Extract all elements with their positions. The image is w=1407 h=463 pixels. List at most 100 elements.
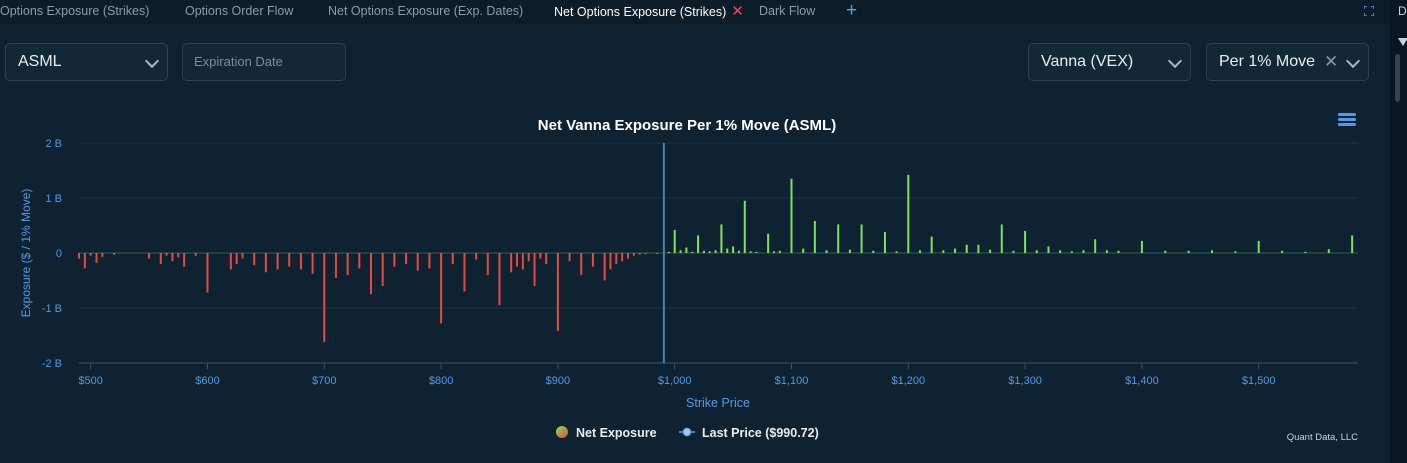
bar <box>1117 250 1120 253</box>
bar <box>743 200 746 253</box>
expiration-date-input[interactable]: Expiration Date <box>182 43 346 81</box>
y-tick-label: -1 B <box>42 303 62 315</box>
bar <box>726 248 729 253</box>
scrollbar[interactable] <box>1395 54 1400 102</box>
bar <box>802 248 805 253</box>
x-tick-label: $1,000 <box>658 375 692 387</box>
bar <box>691 251 694 253</box>
ticker-select[interactable]: ASML <box>5 43 168 81</box>
tab-net-options-exposure-strikes[interactable]: Net Options Exposure (Strikes) ✕ <box>554 0 744 24</box>
x-tick-label: $700 <box>312 375 336 387</box>
y-tick-label: 1 B <box>45 193 62 205</box>
tab-net-options-exposure-exp-dates[interactable]: Net Options Exposure (Exp. Dates) <box>328 4 524 18</box>
bar <box>440 253 443 324</box>
bar <box>685 247 688 253</box>
bar <box>510 253 513 273</box>
bar <box>165 253 168 256</box>
bar <box>568 253 571 262</box>
bar <box>323 253 326 343</box>
bar <box>113 253 116 255</box>
move-select[interactable]: Per 1% Move ✕ <box>1206 43 1369 81</box>
bar <box>95 253 98 263</box>
y-axis-label: Exposure ($ / 1% Move) <box>19 189 33 318</box>
bar <box>264 253 267 273</box>
tab-dark-flow[interactable]: Dark Flow <box>759 4 816 18</box>
clear-icon[interactable]: ✕ <box>1324 52 1339 71</box>
x-tick-label: $500 <box>78 375 102 387</box>
x-tick-label: $1,400 <box>1125 375 1159 387</box>
tab-label: Net Options Exposure (Strikes) <box>554 5 727 19</box>
bar <box>556 253 559 332</box>
bar <box>609 253 612 270</box>
bar <box>241 253 244 259</box>
bar <box>907 174 910 253</box>
bar <box>1047 246 1050 253</box>
bar <box>486 253 489 275</box>
bar <box>767 233 770 253</box>
bar <box>451 253 454 264</box>
bar <box>183 253 186 267</box>
bar <box>954 248 957 253</box>
y-tick-label: 2 B <box>45 138 62 150</box>
bar <box>989 249 992 253</box>
bar <box>942 250 945 253</box>
bar <box>918 250 921 253</box>
x-tick-label: $1,300 <box>1008 375 1042 387</box>
bar <box>253 253 256 266</box>
bars <box>78 174 1358 343</box>
bar <box>288 253 291 267</box>
bar <box>656 253 659 254</box>
bar <box>177 253 180 258</box>
bar <box>89 253 92 256</box>
greek-select[interactable]: Vanna (VEX) <box>1028 43 1191 81</box>
bar <box>405 253 408 264</box>
bar <box>276 253 279 270</box>
bar <box>860 224 863 253</box>
bar <box>591 253 594 267</box>
bar <box>1234 251 1237 253</box>
ticker-value: ASML <box>18 53 62 70</box>
tab-close-icon[interactable]: ✕ <box>731 3 744 20</box>
bar <box>1094 239 1097 253</box>
bar <box>533 253 536 286</box>
bar <box>679 250 682 253</box>
right-side-panel: Da <box>1390 0 1407 463</box>
bar <box>381 253 384 286</box>
bar <box>1105 250 1108 253</box>
tab-bar: Options Exposure (Strikes) Options Order… <box>0 0 1390 24</box>
bar <box>1059 250 1062 253</box>
filter-icon[interactable] <box>1398 38 1407 46</box>
x-axis: $500 $600 $700 $800 $900 $1,000 $1,100 $1,200 $1… <box>78 363 1276 387</box>
bar <box>1140 240 1143 253</box>
bar <box>615 253 618 264</box>
bar <box>702 250 705 253</box>
bar <box>545 253 548 264</box>
bar <box>1012 250 1015 253</box>
bar <box>632 253 635 256</box>
bar <box>498 253 501 306</box>
bar <box>1351 235 1354 253</box>
bar <box>737 250 740 253</box>
bar <box>790 178 793 253</box>
bar <box>837 224 840 253</box>
bar <box>732 246 735 253</box>
bar <box>521 253 524 270</box>
tab-options-exposure-strikes[interactable]: Options Exposure (Strikes) <box>0 4 150 18</box>
bar <box>965 244 968 253</box>
x-axis-label: Strike Price <box>686 396 750 410</box>
x-tick-label: $800 <box>429 375 453 387</box>
bar <box>1070 251 1073 253</box>
bar <box>1257 240 1260 253</box>
bar <box>1281 250 1284 253</box>
bar <box>778 250 781 253</box>
tab-options-order-flow[interactable]: Options Order Flow <box>185 4 294 18</box>
bar <box>755 251 758 253</box>
add-tab-icon[interactable]: + <box>846 0 858 21</box>
chart-menu-icon[interactable] <box>1338 113 1356 127</box>
bar <box>697 235 700 253</box>
bar <box>1035 250 1038 253</box>
bar <box>749 251 752 253</box>
bar <box>626 253 629 259</box>
bar <box>621 253 624 262</box>
y-tick-label: -2 B <box>42 358 62 370</box>
